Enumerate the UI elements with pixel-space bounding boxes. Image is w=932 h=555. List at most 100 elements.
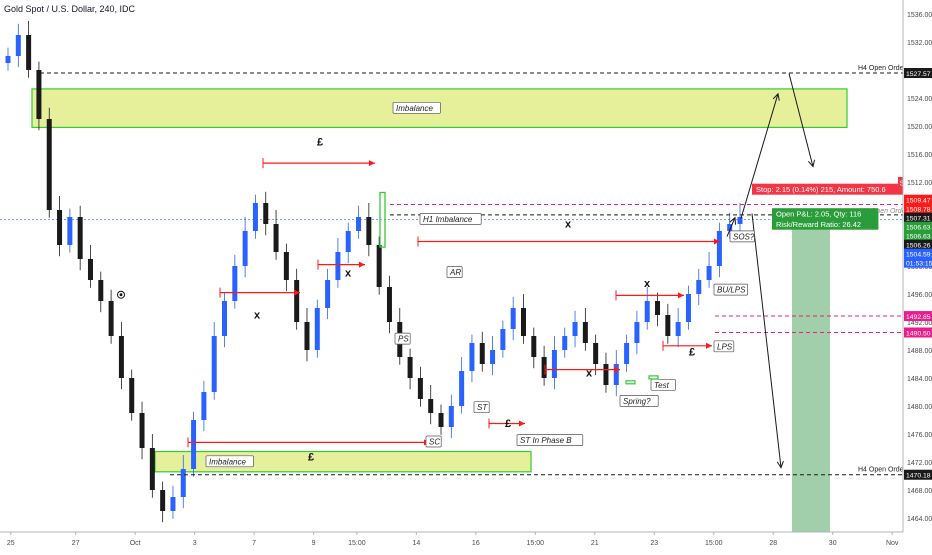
x-tick-label: 9 <box>312 540 316 547</box>
candle-body <box>294 280 300 322</box>
x-tick-label: 15:00 <box>705 540 723 547</box>
y-tick-label: 1512.00 <box>907 180 932 187</box>
stop-box-box <box>752 183 912 195</box>
candle-body <box>665 315 671 336</box>
sc-label-box <box>425 435 442 448</box>
y-tick-label: 1480.00 <box>907 404 932 411</box>
price-label: 1492.85 <box>906 314 931 321</box>
candle-body <box>191 420 197 469</box>
eye-icon <box>117 290 125 299</box>
lps-label: LPS <box>717 342 733 351</box>
x-tick-label: 27 <box>72 540 80 547</box>
x-tick-label: 30 <box>829 540 837 547</box>
sos-label-box <box>729 230 755 243</box>
y-tick-label: 1484.00 <box>907 376 932 383</box>
ar-label: AR <box>449 268 461 277</box>
drawings: H4 Open Order H4 Open Order H1 Open Order P… <box>40 65 912 476</box>
candle-body <box>417 378 423 399</box>
projection-small-head <box>729 216 736 225</box>
ps-label-box <box>394 332 411 345</box>
price-label: 1509.47 <box>906 198 931 205</box>
candle-body <box>180 469 186 497</box>
y-tick-label: 1536.00 <box>907 12 932 19</box>
arrow-pound-top-head <box>369 160 375 167</box>
projection-down-head <box>807 159 816 168</box>
y-tick-label: 1524.00 <box>907 96 932 103</box>
y-tick-label: 1532.00 <box>907 40 932 47</box>
price-label: 01:53:15 <box>906 261 932 268</box>
cross-2: x <box>345 268 352 280</box>
chart-title: Gold Spot / U.S. Dollar, 240, IDC <box>4 4 136 14</box>
price-label: 1490.50 <box>906 331 931 338</box>
green-bracket-1 <box>379 191 386 248</box>
candle-body <box>57 210 63 245</box>
x-tick-label: 25 <box>7 540 15 547</box>
candle-body <box>500 329 506 350</box>
pound-top: £ <box>317 137 323 149</box>
h1-imbalance-label-box <box>419 213 482 225</box>
price-label: 1506.63 <box>906 225 931 232</box>
x-tick-label: 28 <box>769 540 777 547</box>
arrow-x-right-head <box>678 292 684 299</box>
candle-body <box>118 336 124 378</box>
candle-body <box>36 70 42 119</box>
candle-body <box>386 287 392 322</box>
price-label-box <box>904 239 932 250</box>
candle-body <box>716 231 722 266</box>
candle-body <box>510 308 516 329</box>
candle-body <box>562 336 568 350</box>
candle-body <box>139 413 145 448</box>
y-tick-label: 1476.00 <box>907 432 932 439</box>
candle-body <box>490 350 496 364</box>
candle-body <box>242 231 248 266</box>
candle-body <box>366 217 372 245</box>
y-tick-label: 1520.00 <box>907 124 932 131</box>
candle-body <box>644 301 650 322</box>
y-axis-bg <box>903 0 932 550</box>
x-tick-label: 7 <box>252 540 256 547</box>
price-label-box <box>904 212 932 223</box>
price-label-box <box>904 311 932 322</box>
imbalance-bottom-label-box <box>205 455 254 468</box>
y-tick-label: 1464.00 <box>907 516 932 523</box>
projection-up <box>740 93 779 219</box>
candle-body <box>325 280 331 308</box>
candle-body <box>149 448 155 490</box>
arrow-x-mid-head <box>359 261 365 268</box>
candle-body <box>675 322 681 336</box>
x-axis[interactable]: 25 27 Oct 3 7 9 15:00 14 16 15:00 21 23 15:00 28 30 Nov <box>0 531 903 547</box>
candle-body <box>593 343 599 364</box>
y-axis[interactable]: 1536.001532.001528.001524.001520.001516.… <box>902 0 932 550</box>
test-label-box <box>650 378 676 391</box>
y-tick-label: 1516.00 <box>907 152 932 159</box>
pound-right: £ <box>689 347 695 359</box>
price-label-box <box>904 327 932 338</box>
price-label-box <box>904 469 932 480</box>
stop-box: Stop: 2.15 (0.14%) 215, Amount: 750.6 <box>756 185 886 194</box>
projection-up-head <box>772 92 780 101</box>
sc-label: SC <box>429 438 440 447</box>
y-tick-label: 1472.00 <box>907 460 932 467</box>
candle-body <box>273 224 279 252</box>
candle-body <box>263 203 269 224</box>
cross-5: x <box>644 278 651 290</box>
candle-body <box>46 119 52 210</box>
candle-body <box>572 322 578 336</box>
candle-body <box>304 322 310 350</box>
cross-4: x <box>586 368 593 380</box>
open-pnl-box: Open P&L: 2.05, Qty: 116 <box>776 210 861 219</box>
candle-body <box>727 224 733 231</box>
st-label: ST <box>477 403 488 412</box>
rr-box: Risk/Reward Ratio: 26.42 <box>776 220 861 229</box>
candle-body <box>520 308 526 336</box>
x-tick-label: 14 <box>412 540 420 547</box>
candle-body <box>252 203 258 231</box>
candle-body <box>603 364 609 385</box>
candle-body <box>551 350 557 378</box>
candle-body <box>541 357 547 378</box>
rr-box-box <box>772 218 879 230</box>
cross-3: x <box>565 219 572 231</box>
candle-body <box>15 35 21 56</box>
cross-1: x <box>254 310 261 322</box>
